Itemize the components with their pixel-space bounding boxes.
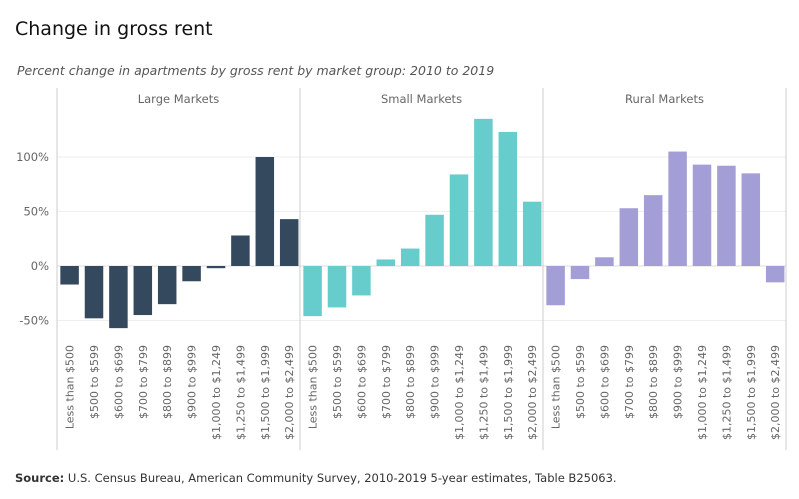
- bar: [425, 214, 444, 266]
- bar: [84, 266, 104, 319]
- panel-header: Large Markets: [138, 92, 220, 106]
- x-tick-label: $1,000 to $1,249: [210, 345, 223, 440]
- x-tick-label: $2,000 to $2,499: [526, 345, 539, 440]
- x-tick-label: $1,000 to $1,249: [453, 345, 466, 440]
- x-tick-label: Less than $500: [64, 345, 77, 429]
- chart-title: Change in gross rent: [15, 18, 213, 40]
- panel-header: Small Markets: [381, 92, 462, 106]
- x-tick-label: Less than $500: [307, 345, 320, 429]
- bar: [668, 151, 687, 266]
- y-tick-label: -50%: [19, 314, 49, 328]
- source-label: Source:: [15, 471, 65, 485]
- y-tick-label: 50%: [23, 205, 49, 219]
- bar: [206, 266, 226, 269]
- x-tick-label: $800 to $899: [161, 345, 174, 419]
- x-tick-label: $600 to $699: [355, 345, 368, 419]
- bar: [279, 219, 299, 266]
- bar: [619, 208, 639, 266]
- source-note: Source: U.S. Census Bureau, American Com…: [15, 471, 617, 485]
- bar: [303, 266, 322, 317]
- x-tick-label: $500 to $599: [88, 345, 101, 419]
- bar: [255, 157, 275, 266]
- bar: [474, 118, 493, 266]
- x-tick-label: $800 to $899: [404, 345, 417, 419]
- source-text: U.S. Census Bureau, American Community S…: [64, 471, 617, 485]
- x-tick-label: $700 to $799: [137, 345, 150, 419]
- bar: [182, 266, 201, 282]
- bar: [109, 266, 128, 329]
- bar: [692, 164, 712, 266]
- x-tick-label: $1,250 to $1,499: [720, 345, 733, 440]
- x-tick-label: $1,250 to $1,499: [477, 345, 490, 440]
- x-tick-label: $800 to $899: [647, 345, 660, 419]
- bar: [400, 248, 420, 266]
- y-tick-label: 0%: [31, 259, 49, 273]
- x-tick-label: $700 to $799: [623, 345, 636, 419]
- x-tick-label: $600 to $699: [112, 345, 125, 419]
- bar: [595, 257, 614, 266]
- bar: [522, 201, 542, 266]
- x-tick-label: $2,000 to $2,499: [769, 345, 782, 440]
- bar: [498, 131, 518, 266]
- bar: [157, 266, 177, 305]
- bar: [765, 266, 785, 283]
- x-tick-label: $1,250 to $1,499: [234, 345, 247, 440]
- bar: [717, 165, 736, 266]
- x-tick-label: $900 to $999: [429, 345, 442, 419]
- x-tick-label: $2,000 to $2,499: [283, 345, 296, 440]
- bar: [741, 173, 761, 266]
- x-tick-label: $900 to $999: [186, 345, 199, 419]
- x-tick-label: $500 to $599: [574, 345, 587, 419]
- bar: [133, 266, 153, 316]
- x-tick-label: $900 to $999: [672, 345, 685, 419]
- bar: [546, 266, 565, 306]
- bar: [643, 195, 663, 266]
- x-tick-label: Less than $500: [550, 345, 563, 429]
- x-tick-label: $1,500 to $1,999: [259, 345, 272, 440]
- x-tick-label: $1,500 to $1,999: [502, 345, 515, 440]
- bar: [60, 266, 79, 285]
- bar: [327, 266, 347, 308]
- x-tick-label: $700 to $799: [380, 345, 393, 419]
- x-tick-label: $600 to $699: [598, 345, 611, 419]
- bar: [376, 259, 396, 266]
- bar: [352, 266, 371, 296]
- x-tick-label: $1,500 to $1,999: [745, 345, 758, 440]
- x-tick-label: $500 to $599: [331, 345, 344, 419]
- bar: [231, 235, 250, 266]
- x-tick-label: $1,000 to $1,249: [696, 345, 709, 440]
- panel-header: Rural Markets: [625, 92, 704, 106]
- bar: [570, 266, 590, 280]
- y-tick-label: 100%: [16, 150, 49, 164]
- bar: [449, 174, 469, 266]
- chart-subtitle: Percent change in apartments by gross re…: [17, 63, 495, 78]
